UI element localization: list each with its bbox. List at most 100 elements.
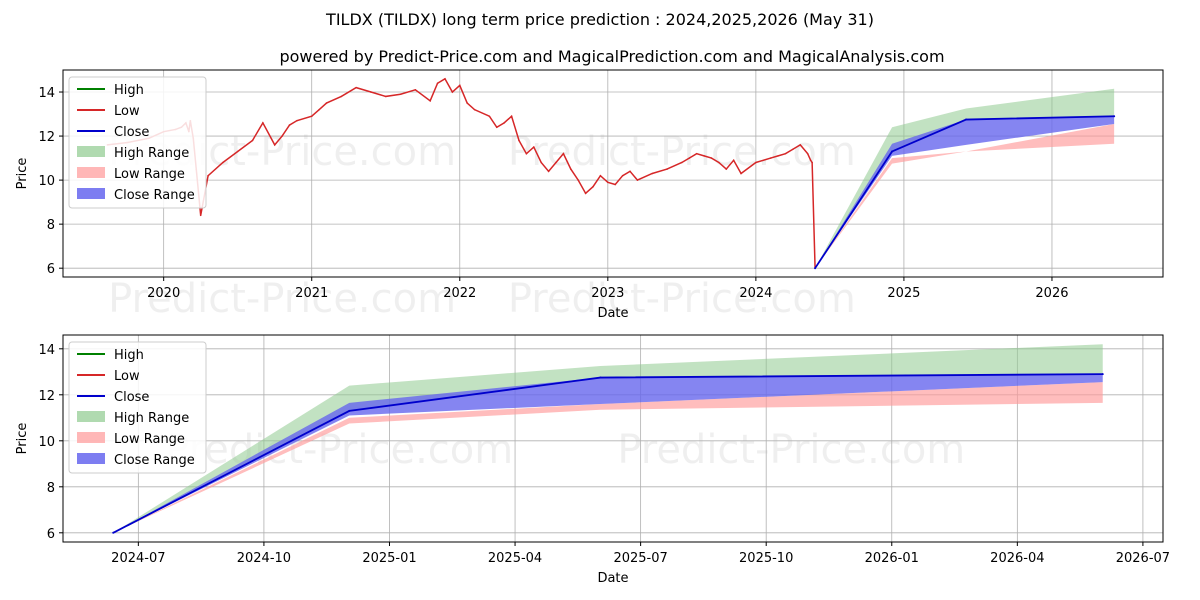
legend-swatch-patch xyxy=(77,432,105,443)
low-data-point xyxy=(666,168,668,170)
low-data-point xyxy=(547,170,550,173)
low-data-point xyxy=(296,119,298,122)
low-data-point xyxy=(725,168,728,170)
low-data-point xyxy=(695,152,698,155)
close-data-point xyxy=(1101,373,1104,376)
low-data-point xyxy=(681,161,683,164)
x-tick-label: 2020 xyxy=(147,286,180,301)
legend: High Low Close High Range Low Range Close Ran… xyxy=(68,341,207,474)
low-data-point xyxy=(325,102,328,104)
y-tick-label: 12 xyxy=(38,389,55,404)
low-data-point xyxy=(792,148,794,151)
low-data-point xyxy=(466,102,468,104)
y-axis-label: Price xyxy=(15,423,30,455)
low-data-point xyxy=(570,168,572,170)
close-series-line xyxy=(814,115,1115,269)
low-data-point xyxy=(251,139,254,142)
low-data-point xyxy=(495,126,498,129)
low-data-point xyxy=(688,157,691,159)
low-data-point xyxy=(458,84,461,87)
low-data-point xyxy=(809,159,812,162)
y-tick-label: 6 xyxy=(47,262,55,277)
low-data-point xyxy=(769,157,772,159)
legend: High Low Close High Range Low Range Close Ran… xyxy=(68,76,207,209)
low-data-point xyxy=(318,108,320,111)
x-tick-label: 2025 xyxy=(887,286,920,301)
low-data-point xyxy=(236,150,239,153)
low-data-point xyxy=(340,95,343,98)
watermark: Predict-Price.com xyxy=(617,427,965,473)
low-data-point xyxy=(288,124,291,126)
low-data-point xyxy=(755,161,757,164)
legend-label: High Range xyxy=(114,411,189,426)
low-data-point xyxy=(525,152,528,155)
low-data-point xyxy=(199,214,202,217)
chart-subtitle: powered by Predict-Price.com and Magical… xyxy=(279,47,944,66)
low-data-point xyxy=(436,82,439,85)
low-range-band xyxy=(815,123,1115,269)
legend-label: Low xyxy=(114,104,140,119)
x-tick-label: 2024-07 xyxy=(111,551,165,566)
legend-swatch-patch xyxy=(77,453,105,464)
x-tick-label: 2026-07 xyxy=(1116,551,1170,566)
low-data-point xyxy=(614,183,617,186)
x-tick-label: 2024 xyxy=(739,286,772,301)
x-tick-label: 2026 xyxy=(1035,286,1068,301)
y-tick-label: 8 xyxy=(47,218,55,233)
low-data-point xyxy=(577,179,580,181)
watermark: Predict-Price.com xyxy=(508,129,856,175)
low-data-point xyxy=(451,91,454,93)
low-data-point xyxy=(262,122,264,124)
low-data-point xyxy=(429,100,431,102)
low-data-point xyxy=(651,172,654,175)
x-tick-label: 2024-10 xyxy=(237,551,291,566)
x-tick-label: 2025-10 xyxy=(739,551,793,566)
x-tick-label: 2025-01 xyxy=(362,551,416,566)
low-data-point xyxy=(384,95,387,98)
top-panel: Predict-Price.com Predict-Price.com Predic… xyxy=(15,69,1164,322)
low-data-point xyxy=(806,152,809,155)
low-data-point xyxy=(607,181,609,184)
legend-swatch-patch xyxy=(77,146,105,157)
y-tick-label: 6 xyxy=(47,527,55,542)
x-tick-label: 2026-04 xyxy=(990,551,1044,566)
high-range-band xyxy=(113,344,1103,533)
plot-area xyxy=(106,77,1116,270)
legend-label: Close Range xyxy=(114,453,195,468)
low-data-point xyxy=(532,146,535,148)
legend-label: High xyxy=(114,348,144,363)
close-data-point xyxy=(814,267,817,270)
axes-frame xyxy=(62,69,1164,278)
low-data-point xyxy=(555,161,557,164)
low-data-point xyxy=(629,170,631,173)
x-tick-label: 2022 xyxy=(443,286,476,301)
low-data-point xyxy=(599,174,602,177)
low-data-point xyxy=(510,115,513,118)
watermark: Predict-Price.com xyxy=(108,276,456,322)
low-data-point xyxy=(584,192,587,195)
low-data-point xyxy=(784,152,787,155)
x-axis-label: Date xyxy=(597,306,628,321)
chart-title: TILDX (TILDX) long term price prediction… xyxy=(325,10,874,29)
low-data-point xyxy=(273,144,276,146)
close-range-band xyxy=(113,374,1103,533)
low-data-point xyxy=(503,122,505,124)
low-data-point xyxy=(740,172,742,175)
low-range-band xyxy=(113,382,1103,533)
close-data-point xyxy=(599,376,602,379)
low-data-point xyxy=(310,115,313,118)
legend-label: Low Range xyxy=(114,167,185,182)
legend-swatch-patch xyxy=(77,188,105,199)
x-tick-label: 2021 xyxy=(295,286,328,301)
x-tick-label: 2025-07 xyxy=(613,551,667,566)
low-data-point xyxy=(710,157,713,159)
y-axis-label: Price xyxy=(15,158,30,190)
low-data-point xyxy=(811,161,813,164)
low-data-point xyxy=(636,179,639,181)
low-data-point xyxy=(207,174,209,177)
low-data-point xyxy=(562,152,565,155)
close-data-point xyxy=(965,118,968,121)
legend-label: High Range xyxy=(114,146,189,161)
low-data-point xyxy=(281,135,283,137)
